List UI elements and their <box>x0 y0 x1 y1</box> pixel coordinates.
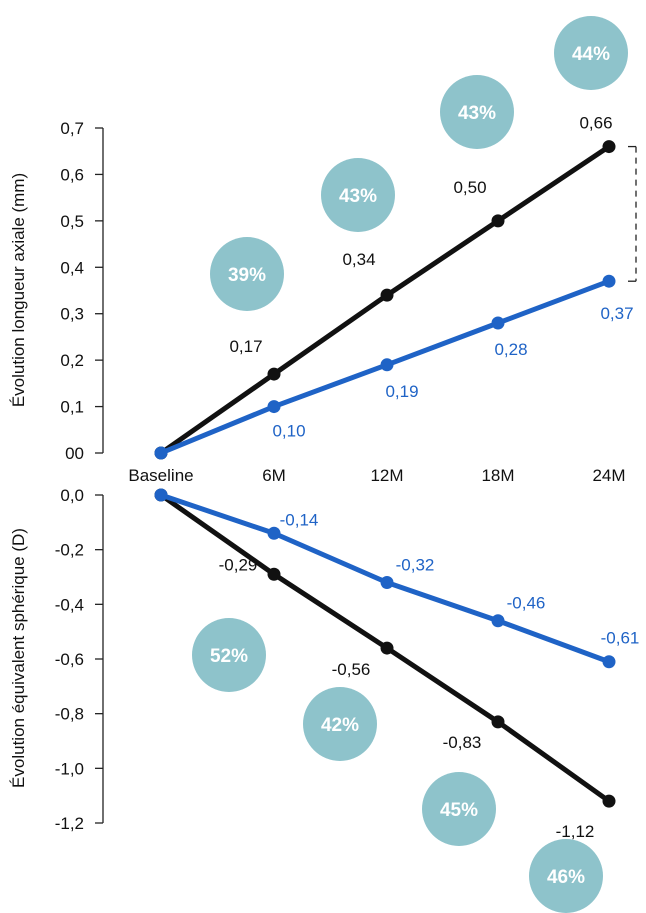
y-tick-label: -0,4 <box>55 595 84 614</box>
spherical-equivalent-axes: 0,0 -0,2 -0,4 -0,6 -0,8 -1,0 -1,2 Évolution équ… <box>9 486 104 833</box>
control-data-label: 0,34 <box>342 250 375 269</box>
reduction-badge-label: 46% <box>547 867 585 888</box>
reduction-badge <box>321 158 395 232</box>
reduction-badge-label: 43% <box>458 103 496 124</box>
axial-length-axes: 00 0,1 0,2 0,3 0,4 0,5 0,6 0,7 Évolution longueu… <box>9 119 637 485</box>
control-data-label: 0,66 <box>579 114 612 133</box>
control-data-point <box>267 367 281 381</box>
treatment-data-point <box>380 358 394 372</box>
x-category-label: 12M <box>370 466 403 485</box>
y-tick-label: -1,0 <box>55 759 84 778</box>
y-tick-label: 0,3 <box>60 305 84 324</box>
treatment-data-label: -0,61 <box>601 629 640 648</box>
control-data-label: -1,12 <box>556 822 595 841</box>
treatment-data-label: 0,28 <box>494 340 527 359</box>
reduction-badge-label: 52% <box>210 646 248 667</box>
control-data-point <box>491 214 505 228</box>
treatment-data-label: 0,10 <box>272 422 305 441</box>
control-data-label: 0,50 <box>453 178 486 197</box>
x-category-label: 18M <box>481 466 514 485</box>
reduction-badge-label: 42% <box>321 715 359 736</box>
y-tick-label: 0,7 <box>60 119 84 138</box>
reduction-badge <box>440 75 514 149</box>
control-data-point <box>380 288 394 302</box>
treatment-data-point <box>154 488 168 502</box>
y-tick-label: 0,6 <box>60 165 84 184</box>
treatment-data-point <box>267 526 281 540</box>
y-tick-label: -0,6 <box>55 650 84 669</box>
reduction-badge <box>192 618 266 692</box>
reduction-badge <box>210 237 284 311</box>
treatment-data-point <box>154 446 168 460</box>
y-tick-label: -0,2 <box>55 541 84 560</box>
x-category-label: 6M <box>262 466 286 485</box>
treatment-data-label: -0,14 <box>280 510 319 529</box>
data-labels: 0,17 0,34 0,50 0,66 0,10 0,19 0,28 0,37 -0,29 -0,… <box>219 114 640 842</box>
y-tick-label: 0,4 <box>60 258 84 277</box>
control-data-label: -0,83 <box>443 733 482 752</box>
y-axis-title: Évolution équivalent sphérique (D) <box>9 528 28 788</box>
treatment-data-label: -0,32 <box>396 555 435 574</box>
reduction-badge <box>529 839 603 913</box>
y-tick-label: 0,2 <box>60 351 84 370</box>
reduction-badge-label: 45% <box>440 800 478 821</box>
control-data-point <box>602 140 616 154</box>
control-data-point <box>267 567 281 581</box>
reduction-badge <box>303 687 377 761</box>
reduction-badge-label: 39% <box>228 265 266 286</box>
series-lines <box>154 140 616 808</box>
control-data-label: 0,17 <box>229 337 262 356</box>
treatment-data-label: -0,46 <box>507 594 546 613</box>
control-data-label: -0,29 <box>219 555 258 574</box>
y-tick-label: -0,8 <box>55 705 84 724</box>
treatment-data-label: 0,19 <box>385 382 418 401</box>
treatment-data-point <box>602 655 616 669</box>
x-category-label: 24M <box>592 466 625 485</box>
control-data-point <box>380 641 394 655</box>
y-tick-label: 0,1 <box>60 398 84 417</box>
reduction-badge-label: 44% <box>572 44 610 65</box>
y-tick-label: 0,0 <box>60 486 84 505</box>
treatment-data-point <box>380 575 394 589</box>
treatment-data-point <box>491 614 505 628</box>
treatment-data-label: 0,37 <box>600 304 633 323</box>
x-category-label: Baseline <box>128 466 193 485</box>
reduction-badge <box>422 772 496 846</box>
reduction-badge <box>554 16 628 90</box>
reduction-badges: 39% 43% 43% 44% 52% 42% 45% 46% <box>192 16 628 913</box>
control-data-point <box>602 794 616 808</box>
y-tick-label: -1,2 <box>55 814 84 833</box>
reduction-badge-label: 43% <box>339 186 377 207</box>
treatment-data-point <box>602 274 616 288</box>
control-data-point <box>491 715 505 729</box>
treatment-data-point <box>491 316 505 330</box>
y-tick-label: 0,5 <box>60 212 84 231</box>
treatment-data-point <box>267 400 281 414</box>
control-data-label: -0,56 <box>332 660 371 679</box>
y-tick-label: 00 <box>65 444 84 463</box>
y-axis-title: Évolution longueur axiale (mm) <box>9 173 28 407</box>
